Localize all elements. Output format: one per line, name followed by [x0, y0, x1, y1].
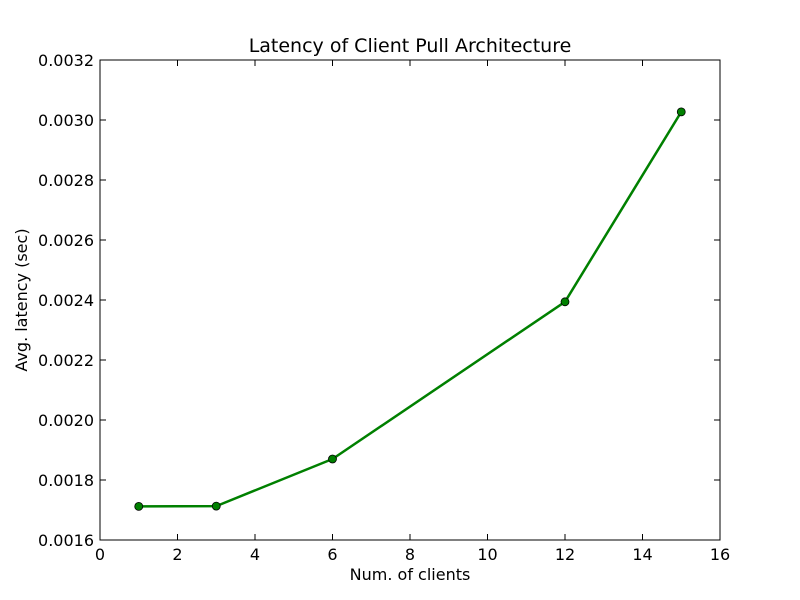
series-layer: [134, 107, 686, 511]
y-axis: 0.0016 0.0018 0.0020 0.0022 0.0024 0.0026 0.00…: [38, 51, 720, 550]
x-tick-label: 14: [632, 545, 652, 564]
x-tick-label: 8: [405, 545, 415, 564]
y-tick-label: 0.0016: [38, 531, 94, 550]
y-tick-label: 0.0024: [38, 291, 94, 310]
data-point: [676, 107, 686, 117]
y-tick-label: 0.0018: [38, 471, 94, 490]
y-tick-label: 0.0020: [38, 411, 94, 430]
y-tick-label: 0.0028: [38, 171, 94, 190]
x-axis: 0 2 4 6 8 10 12 14 16: [95, 60, 730, 564]
x-tick-label: 10: [477, 545, 497, 564]
y-tick-label: 0.0022: [38, 351, 94, 370]
data-point: [328, 454, 337, 464]
y-axis-label: Avg. latency (sec): [12, 228, 31, 371]
x-tick-label: 4: [250, 545, 260, 564]
x-tick-label: 16: [710, 545, 730, 564]
chart-title: Latency of Client Pull Architecture: [249, 35, 572, 57]
data-point: [560, 297, 570, 307]
x-axis-label: Num. of clients: [350, 565, 471, 584]
y-tick-label: 0.0026: [38, 231, 94, 250]
x-tick-label: 12: [555, 545, 575, 564]
data-point: [211, 501, 221, 511]
y-tick-label: 0.0032: [38, 51, 94, 70]
data-point: [134, 501, 144, 511]
x-tick-label: 6: [327, 545, 337, 564]
x-tick-label: 0: [95, 545, 105, 564]
y-tick-label: 0.0030: [38, 111, 94, 130]
x-tick-label: 2: [172, 545, 182, 564]
